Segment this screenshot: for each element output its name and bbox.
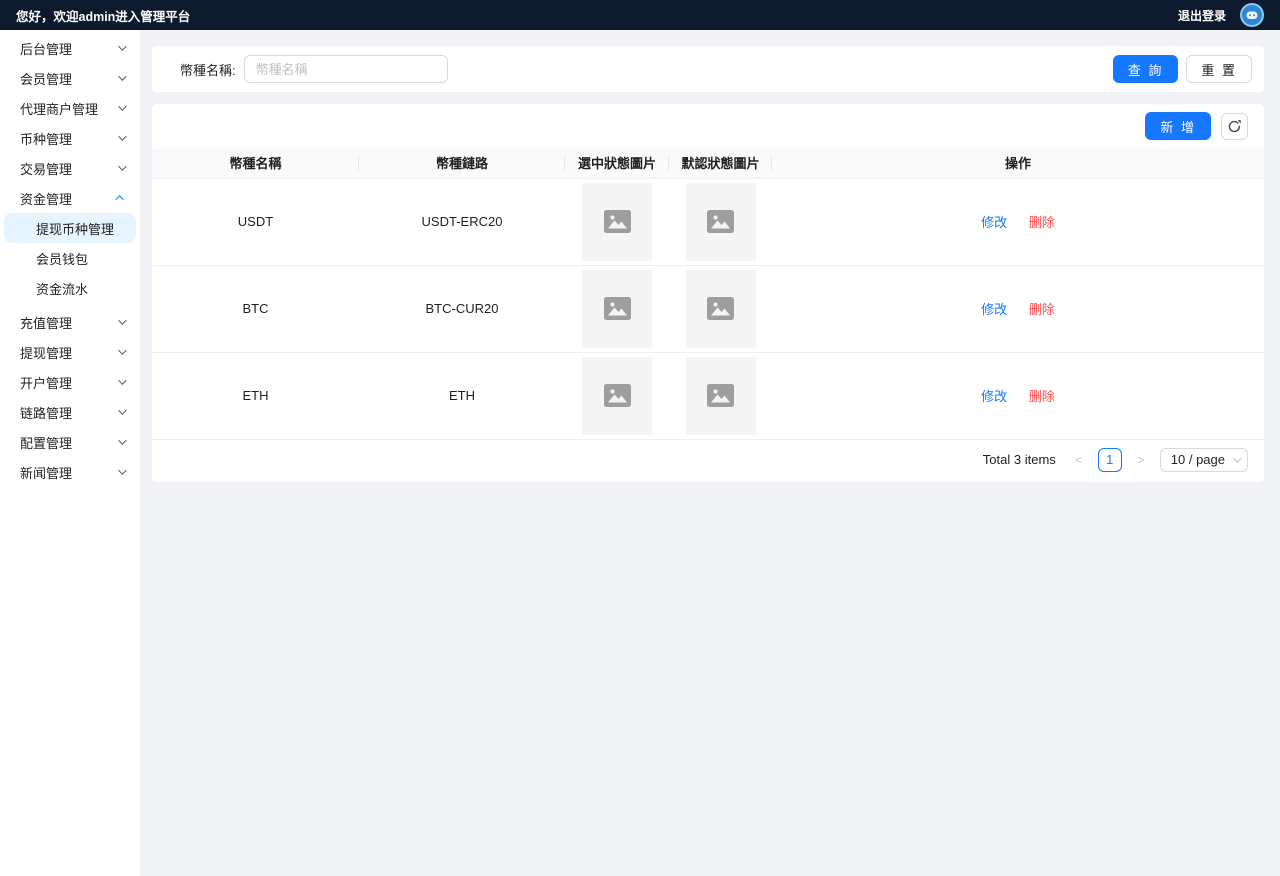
default-image-thumbnail[interactable] xyxy=(685,356,756,435)
sidebar-item-news[interactable]: 新闻管理 xyxy=(0,457,140,487)
delete-link[interactable]: 删除 xyxy=(1028,389,1055,404)
avatar-icon xyxy=(1240,3,1264,27)
chevron-down-icon xyxy=(118,436,127,445)
reload-icon xyxy=(1228,119,1241,132)
sidebar-item-trade[interactable]: 交易管理 xyxy=(0,153,140,183)
chevron-up-icon xyxy=(115,195,124,204)
selected-image-thumbnail[interactable] xyxy=(582,356,652,435)
page-size-select[interactable]: 10 / page xyxy=(1159,447,1248,472)
chevron-down-icon xyxy=(118,72,127,81)
sidebar-subitem-fund-flow[interactable]: 资金流水 xyxy=(36,281,89,297)
col-header-currency-name: 幣種名稱 xyxy=(152,148,359,179)
cell-currency-chain: ETH xyxy=(359,352,565,440)
image-placeholder-icon xyxy=(603,210,631,233)
currency-name-input[interactable] xyxy=(243,55,448,83)
col-header-currency-chain: 幣種鏈路 xyxy=(359,148,565,179)
sidebar-item-funds[interactable]: 资金管理 xyxy=(0,183,140,213)
sidebar-item-account-open[interactable]: 开户管理 xyxy=(0,367,140,397)
cell-currency-name: USDT xyxy=(152,178,359,266)
currency-table: 幣種名稱 幣種鏈路 選中狀態圖片 默認狀態圖片 操作 USDT USDT-ERC… xyxy=(152,148,1264,440)
table-row: BTC BTC-CUR20 xyxy=(152,265,1264,353)
image-placeholder-icon xyxy=(707,297,734,320)
refresh-button[interactable] xyxy=(1221,112,1248,140)
image-placeholder-icon xyxy=(603,297,631,320)
sidebar-item-chain[interactable]: 链路管理 xyxy=(0,397,140,427)
table-row: ETH ETH xyxy=(152,352,1264,440)
user-avatar[interactable] xyxy=(1240,3,1264,27)
selected-image-thumbnail[interactable] xyxy=(582,182,652,261)
chevron-down-icon xyxy=(118,162,127,171)
pagination-total: Total 3 items xyxy=(982,452,1056,467)
sidebar-subitem-withdraw-currency[interactable]: 提现币种管理 xyxy=(4,213,136,243)
cell-currency-name: ETH xyxy=(152,352,359,440)
chevron-down-icon xyxy=(1233,453,1242,463)
chevron-down-icon xyxy=(118,42,127,51)
cell-currency-chain: BTC-CUR20 xyxy=(359,265,565,353)
pagination-page-1[interactable]: 1 xyxy=(1097,447,1122,472)
sidebar-item-deposit[interactable]: 充值管理 xyxy=(0,307,140,337)
selected-image-thumbnail[interactable] xyxy=(582,269,652,348)
edit-link[interactable]: 修改 xyxy=(981,215,1008,230)
image-placeholder-icon xyxy=(603,384,631,407)
image-placeholder-icon xyxy=(707,210,734,233)
main-content: 幣種名稱: 查 詢 重 置 新 增 xyxy=(140,30,1280,876)
sidebar-item-config[interactable]: 配置管理 xyxy=(0,427,140,457)
chevron-down-icon xyxy=(118,316,127,325)
edit-link[interactable]: 修改 xyxy=(981,302,1008,317)
image-placeholder-icon xyxy=(707,384,734,407)
cell-currency-chain: USDT-ERC20 xyxy=(359,178,565,266)
col-header-default-image: 默認狀態圖片 xyxy=(669,148,772,179)
add-button[interactable]: 新 增 xyxy=(1145,112,1211,140)
logout-button[interactable]: 退出登录 xyxy=(1177,8,1226,23)
topbar: 您好，欢迎admin进入管理平台 退出登录 xyxy=(0,0,1280,30)
pagination: Total 3 items < 1 > 10 / page xyxy=(152,440,1264,482)
table-row: USDT USDT-ERC20 xyxy=(152,178,1264,266)
cell-currency-name: BTC xyxy=(152,265,359,353)
pagination-next-button[interactable]: > xyxy=(1137,452,1145,467)
sidebar-item-backend[interactable]: 后台管理 xyxy=(0,33,140,63)
table-panel: 新 增 幣種名稱 幣種鏈路 選中狀態圖片 默認狀態圖片 操作 xyxy=(152,104,1264,482)
search-label: 幣種名稱: xyxy=(180,62,236,78)
sidebar-item-agents[interactable]: 代理商户管理 xyxy=(0,93,140,123)
delete-link[interactable]: 删除 xyxy=(1028,215,1055,230)
edit-link[interactable]: 修改 xyxy=(981,389,1008,404)
default-image-thumbnail[interactable] xyxy=(685,269,756,348)
chevron-down-icon xyxy=(118,346,127,355)
table-header-row: 幣種名稱 幣種鏈路 選中狀態圖片 默認狀態圖片 操作 xyxy=(152,148,1264,179)
sidebar-item-withdraw[interactable]: 提现管理 xyxy=(0,337,140,367)
delete-link[interactable]: 删除 xyxy=(1028,302,1055,317)
sidebar-item-members[interactable]: 会员管理 xyxy=(0,63,140,93)
reset-button[interactable]: 重 置 xyxy=(1186,55,1252,83)
chevron-down-icon xyxy=(118,406,127,415)
chevron-down-icon xyxy=(118,376,127,385)
chevron-down-icon xyxy=(118,466,127,475)
sidebar: 后台管理 会员管理 代理商户管理 币种管理 交易管理 资金管理 提现币种管理 会… xyxy=(0,30,140,876)
chevron-down-icon xyxy=(118,132,127,141)
query-button[interactable]: 查 詢 xyxy=(1112,55,1179,83)
chevron-down-icon xyxy=(118,102,127,111)
col-header-selected-image: 選中狀態圖片 xyxy=(565,148,669,179)
sidebar-item-currency[interactable]: 币种管理 xyxy=(0,123,140,153)
sidebar-subitem-member-wallet[interactable]: 会员钱包 xyxy=(36,251,89,267)
welcome-text: 您好，欢迎admin进入管理平台 xyxy=(16,9,191,24)
pagination-prev-button[interactable]: < xyxy=(1075,452,1083,467)
col-header-actions: 操作 xyxy=(772,148,1264,179)
search-panel: 幣種名稱: 查 詢 重 置 xyxy=(152,46,1264,92)
default-image-thumbnail[interactable] xyxy=(685,182,756,261)
